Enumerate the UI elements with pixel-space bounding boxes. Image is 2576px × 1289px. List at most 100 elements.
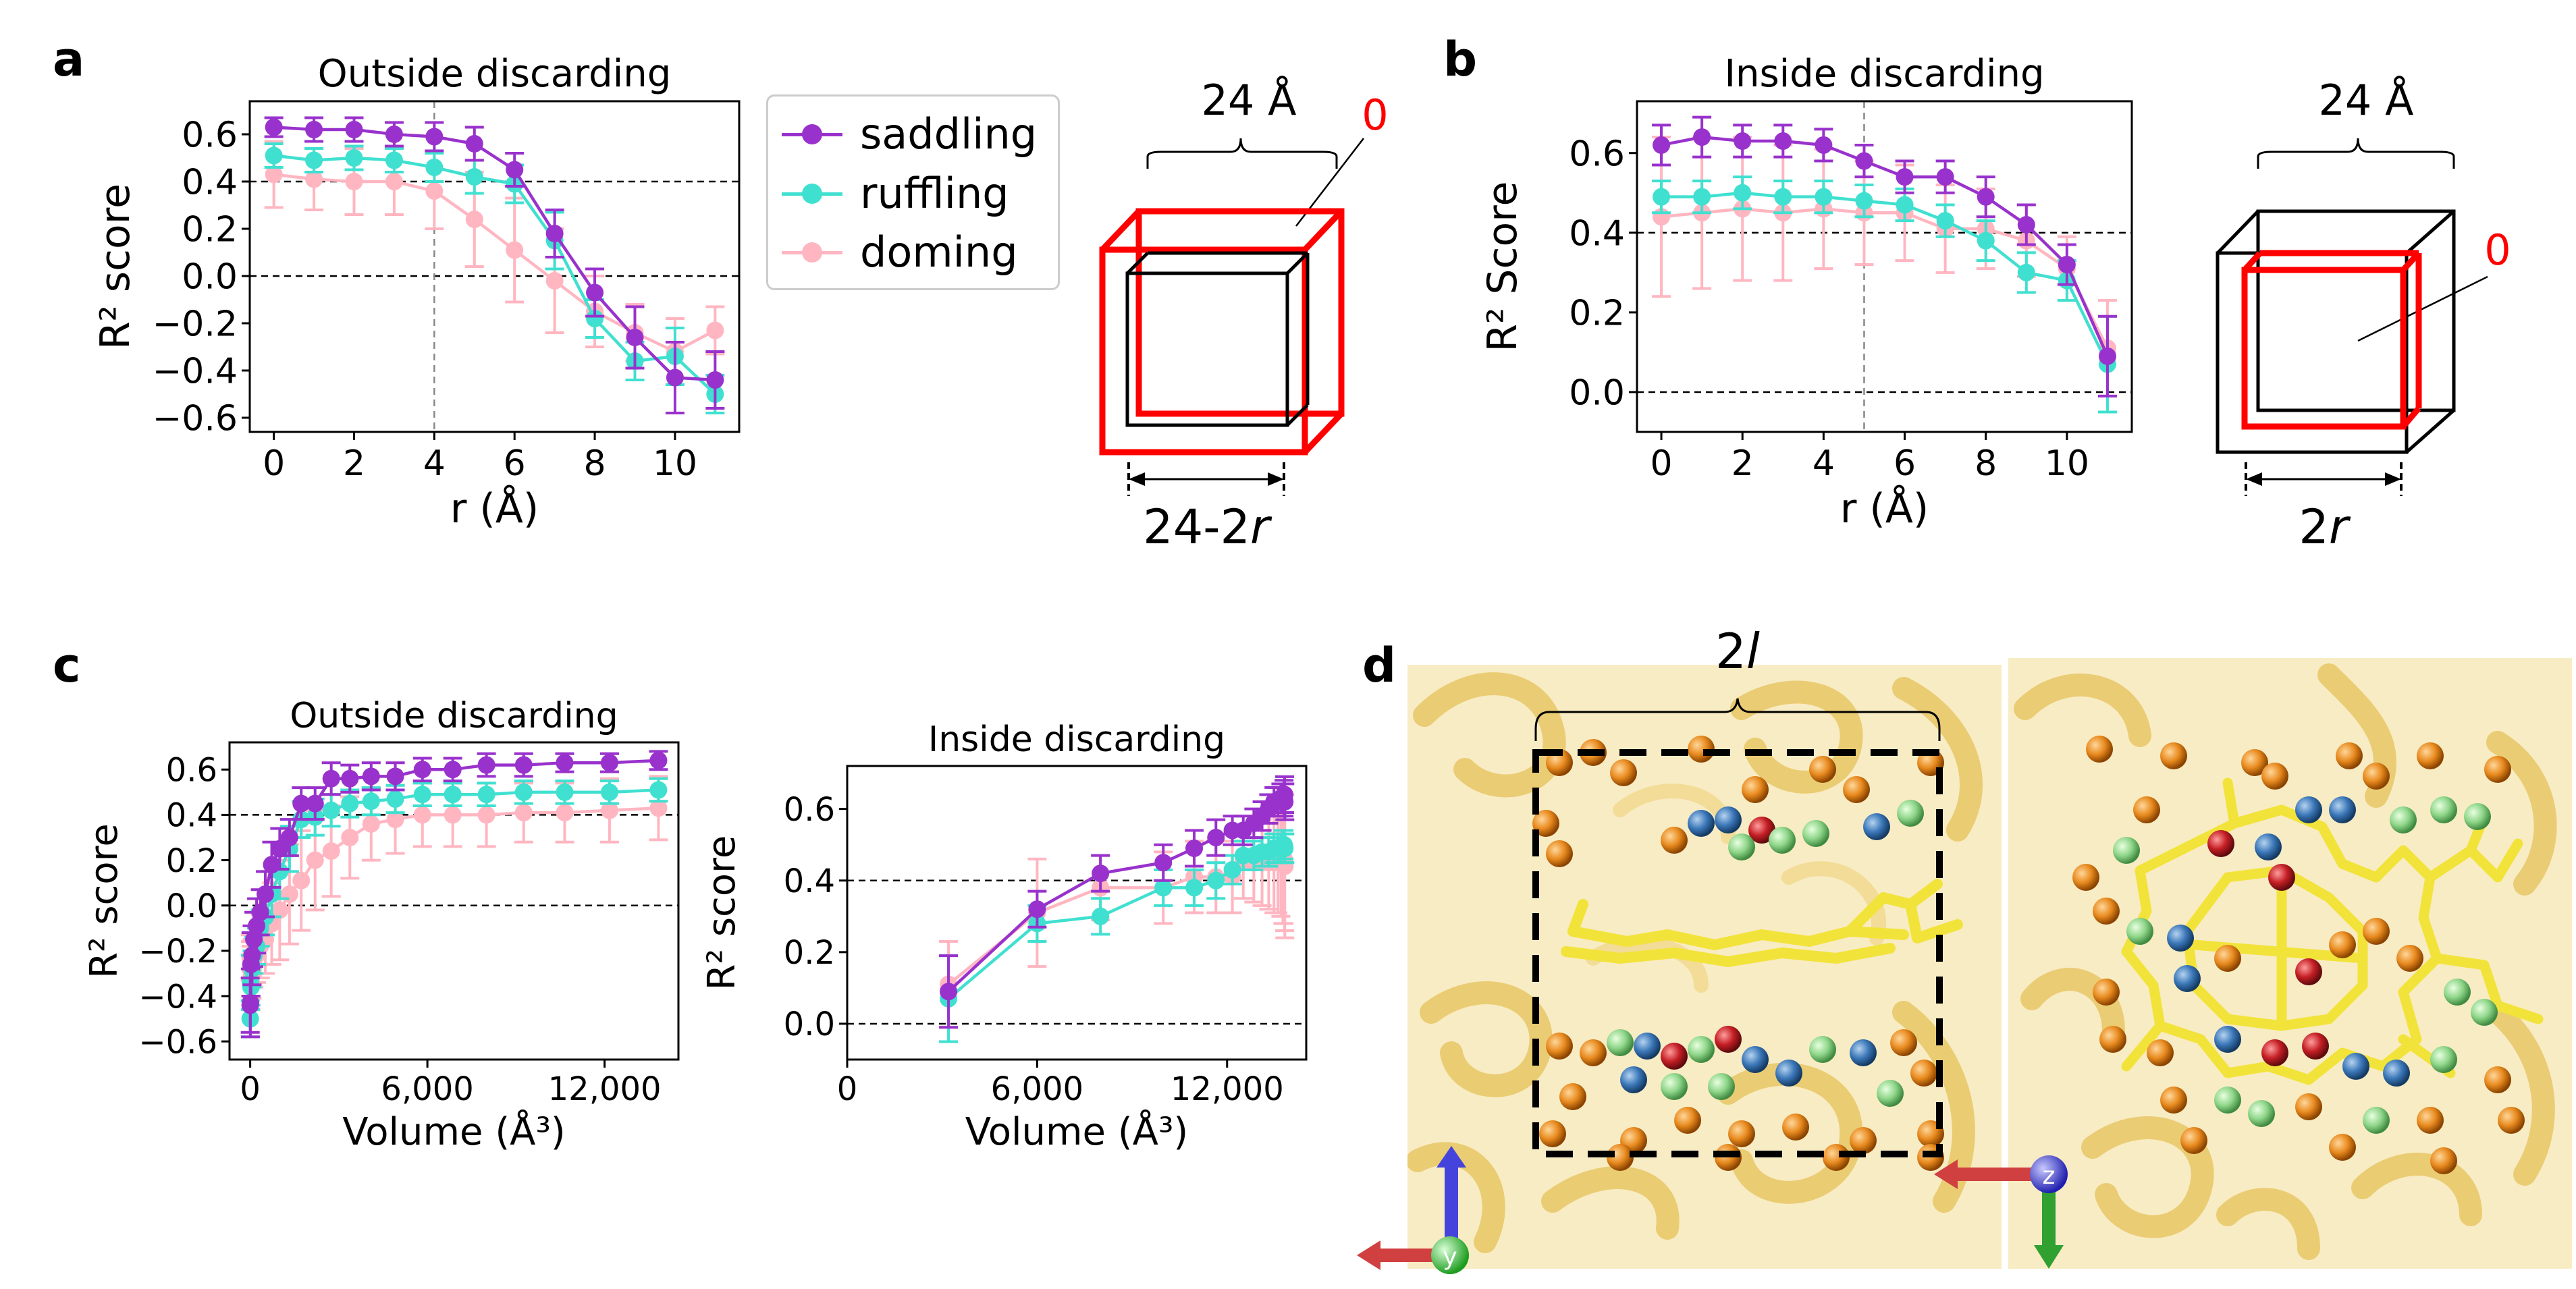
point-ruffling [1234,846,1252,865]
point-saddling [248,916,266,935]
point-saddling [1977,188,1995,206]
y-tick-label: −0.2 [138,933,217,970]
point-saddling [626,329,644,346]
dim-label-bottom-a: 24-2r [1143,499,1272,555]
cube-diagram-b: 24 Å 0 2r [2216,76,2511,555]
point-saddling [444,761,462,779]
x-tick-label: 12,000 [1171,1070,1284,1108]
point-doming [413,806,431,824]
chart-c-left: 0 6,000 12,000 0.6 0.4 0.2 0.0 −0.2 −0.4 −0.6 Outs… [82,696,680,1154]
point-ruffling [514,783,533,801]
point-doming [341,829,359,846]
chart-title: Inside discarding [928,719,1225,760]
axes-frame [228,741,680,1061]
y-tick-label: −0.2 [153,304,238,345]
x-tick-label: 6 [504,443,526,484]
series-saddling [264,116,725,414]
y-tick-label: 0.0 [1569,373,1625,414]
y-tick-label: 0.4 [1569,214,1625,254]
point-saddling [649,751,668,769]
panel-label-d: d [1362,638,1396,693]
series-line-ruffling [1661,191,2109,365]
point-saddling [1092,865,1110,883]
point-ruffling [425,159,444,176]
x-tick-label: 0 [837,1070,858,1108]
chart-title: Inside discarding [1724,52,2044,96]
point-ruffling [341,794,359,813]
y-tick-label: 0.6 [182,115,238,156]
x-tick-label: 10 [653,443,697,484]
y-tick-label: 0.4 [182,163,238,203]
y-tick-label: −0.6 [153,399,238,439]
series-ruffling [939,829,1295,1043]
legend-label-doming: doming [860,227,1018,277]
y-axis-label: R² Score [1479,182,1526,352]
point-saddling [241,996,259,1014]
chart-title: Outside discarding [290,696,618,736]
point-saddling [1815,136,1833,154]
point-ruffling [1896,196,1914,214]
x-tick-label: 4 [1813,443,1835,484]
point-doming [465,211,483,228]
point-saddling [1936,168,1954,186]
point-saddling [506,161,524,179]
axis-triad-yx: y [1357,1146,1469,1274]
point-ruffling [465,168,483,186]
series-saddling [240,750,668,1039]
point-saddling [385,126,403,143]
zero-label-a: 0 [1362,90,1388,140]
point-doming [280,885,298,903]
series-line-doming [1661,207,2109,350]
point-saddling [2098,347,2116,365]
point-doming [265,165,283,184]
x-axis-label: r (Å) [1840,485,1929,532]
point-doming [292,871,311,889]
point-ruffling [1774,188,1792,206]
point-saddling [1653,136,1671,154]
point-doming [514,804,533,822]
point-ruffling [413,786,431,804]
point-doming [477,806,495,824]
x-tick-label: 6 [1894,443,1916,484]
series-line-doming [248,806,659,979]
point-doming [649,799,668,817]
point-saddling [1028,900,1046,918]
point-saddling [545,225,564,242]
point-saddling [305,121,323,138]
cube-diagram-a: 24 Å 0 24-2r [1099,76,1389,555]
point-saddling [251,903,269,921]
axes-frame [1636,100,2133,433]
y-tick-label: −0.4 [153,352,238,392]
point-saddling [1185,840,1204,858]
point-ruffling [586,310,604,327]
y-tick-label: 0.4 [166,797,217,835]
dim-label-top-a: 24 Å [1201,76,1296,125]
point-saddling [265,118,283,136]
point-ruffling [1693,188,1711,206]
point-saddling [600,754,618,772]
x-tick-label: 0 [1651,443,1673,484]
dim-label-bottom-b: 2r [2299,499,2351,555]
point-doming [425,182,444,200]
y-tick-label: 0.2 [784,934,835,972]
point-saddling [666,368,684,387]
point-saddling [2058,256,2076,274]
point-doming [444,806,462,824]
point-saddling [257,885,275,903]
point-doming [706,321,724,339]
x-tick-label: 4 [423,443,446,484]
point-saddling [1207,829,1225,847]
y-tick-label: 0.0 [182,257,238,298]
point-saddling [1855,152,1873,170]
point-ruffling [1977,231,1995,250]
point-doming [506,241,524,259]
point-doming [556,804,574,822]
point-ruffling [1185,879,1204,897]
point-ruffling [265,146,283,165]
point-doming [306,851,324,869]
x-tick-label: 8 [1975,443,1997,484]
point-doming [345,173,363,190]
x-axis-label: Volume (Å³) [342,1109,566,1154]
point-saddling [2017,216,2035,234]
